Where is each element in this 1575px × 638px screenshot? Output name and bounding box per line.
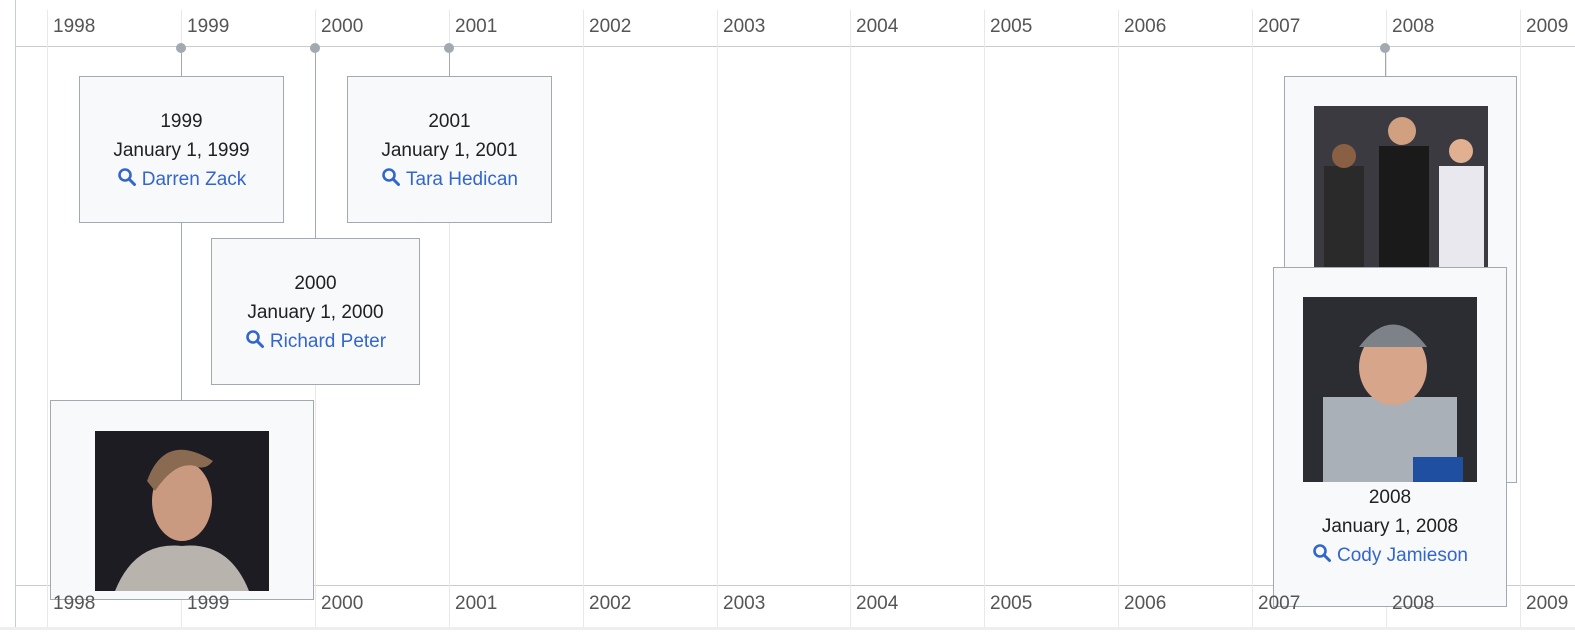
event-link[interactable]: Richard Peter bbox=[270, 331, 386, 352]
bottom-year-label: 2004 bbox=[856, 593, 898, 615]
top-year-label: 2000 bbox=[321, 16, 363, 38]
event-date: January 1, 2001 bbox=[348, 136, 551, 165]
event-link-row: Tara Hedican bbox=[348, 165, 551, 194]
event-card[interactable] bbox=[50, 400, 314, 600]
bottom-year-label: 2001 bbox=[455, 593, 497, 615]
top-year-label: 2001 bbox=[455, 16, 497, 38]
grid-line bbox=[583, 10, 584, 628]
event-link-row: Richard Peter bbox=[212, 327, 419, 356]
bottom-year-label: 2000 bbox=[321, 593, 363, 615]
event-link[interactable]: Cody Jamieson bbox=[1337, 545, 1468, 566]
event-link[interactable]: Darren Zack bbox=[142, 169, 247, 190]
top-year-label: 1998 bbox=[53, 16, 95, 38]
grid-line bbox=[1520, 10, 1521, 628]
event-date: January 1, 2008 bbox=[1274, 512, 1506, 541]
event-year: 2001 bbox=[348, 107, 551, 136]
top-axis-line bbox=[15, 46, 1575, 47]
event-year: 2000 bbox=[212, 269, 419, 298]
event-date: January 1, 1999 bbox=[80, 136, 283, 165]
event-link-row: Darren Zack bbox=[80, 165, 283, 194]
bottom-year-label: 1998 bbox=[53, 593, 95, 615]
bottom-year-label: 2006 bbox=[1124, 593, 1166, 615]
bottom-year-label: 1999 bbox=[187, 593, 229, 615]
stem bbox=[315, 47, 316, 238]
bottom-year-label: 2009 bbox=[1526, 593, 1568, 615]
event-dot bbox=[444, 43, 454, 53]
event-dot bbox=[1380, 43, 1390, 53]
grid-line bbox=[850, 10, 851, 628]
grid-line bbox=[1252, 10, 1253, 628]
event-dot bbox=[176, 43, 186, 53]
top-year-label: 2007 bbox=[1258, 16, 1300, 38]
event-link[interactable]: Tara Hedican bbox=[406, 169, 518, 190]
grid-line bbox=[717, 10, 718, 628]
search-icon bbox=[381, 167, 401, 187]
photo bbox=[1314, 106, 1488, 267]
left-border bbox=[15, 0, 16, 630]
top-year-label: 2008 bbox=[1392, 16, 1434, 38]
timeline: 1999January 1, 1999Darren Zack2000Januar… bbox=[0, 0, 1575, 630]
bottom-year-label: 2007 bbox=[1258, 593, 1300, 615]
top-year-label: 2005 bbox=[990, 16, 1032, 38]
photo bbox=[1303, 297, 1477, 482]
event-year: 2008 bbox=[1274, 483, 1506, 512]
search-icon bbox=[245, 329, 265, 349]
top-year-label: 2003 bbox=[723, 16, 765, 38]
bottom-year-label: 2002 bbox=[589, 593, 631, 615]
top-year-label: 1999 bbox=[187, 16, 229, 38]
photo bbox=[95, 431, 269, 591]
top-year-label: 2009 bbox=[1526, 16, 1568, 38]
search-icon bbox=[117, 167, 137, 187]
top-year-label: 2002 bbox=[589, 16, 631, 38]
search-icon bbox=[1312, 543, 1332, 563]
bottom-year-label: 2008 bbox=[1392, 593, 1434, 615]
bottom-year-label: 2003 bbox=[723, 593, 765, 615]
event-year: 1999 bbox=[80, 107, 283, 136]
grid-line bbox=[1118, 10, 1119, 628]
event-date: January 1, 2000 bbox=[212, 298, 419, 327]
event-dot bbox=[310, 43, 320, 53]
top-year-label: 2004 bbox=[856, 16, 898, 38]
top-year-label: 2006 bbox=[1124, 16, 1166, 38]
grid-line bbox=[47, 10, 48, 628]
grid-line bbox=[984, 10, 985, 628]
event-link-row: Cody Jamieson bbox=[1274, 541, 1506, 570]
bottom-year-label: 2005 bbox=[990, 593, 1032, 615]
